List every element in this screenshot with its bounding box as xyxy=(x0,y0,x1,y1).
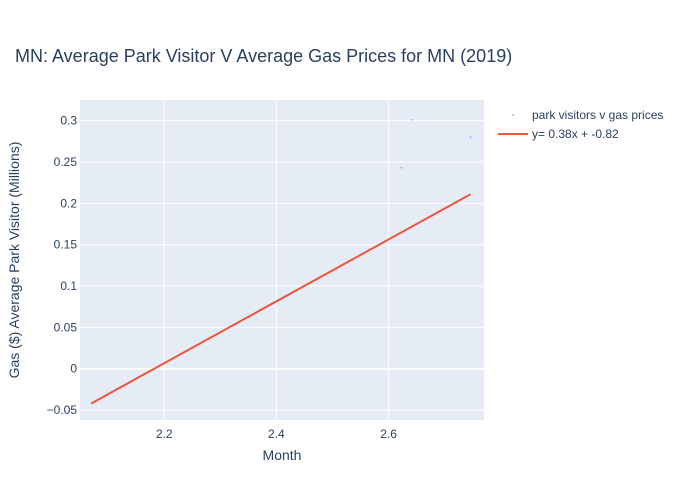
x-tick-label: 2.4 xyxy=(268,427,285,441)
legend-marker-symbol xyxy=(512,114,514,116)
x-tick-label: 2.2 xyxy=(156,427,173,441)
plot-area xyxy=(80,100,484,420)
data-marks xyxy=(90,118,472,405)
x-axis-title: Month xyxy=(263,447,302,463)
tick-labels: 2.2 2.4 2.6 −0.05 0 0.05 0.1 0.15 0.2 0.25 0.3 xyxy=(47,114,398,441)
y-tick-label: 0 xyxy=(70,362,77,376)
y-tick-label: 0.3 xyxy=(60,114,77,128)
legend[interactable]: park visitors v gas prices y= 0.38x + -0… xyxy=(498,108,663,141)
y-tick-label: 0.15 xyxy=(54,238,78,252)
y-axis-title: Gas ($) Average Park Visitor (Millions) xyxy=(6,142,22,379)
y-tick-label: 0.2 xyxy=(60,196,77,210)
x-tick-label: 2.6 xyxy=(380,427,397,441)
gridlines xyxy=(80,100,484,420)
y-tick-label: 0.1 xyxy=(60,279,77,293)
y-tick-label: 0.05 xyxy=(54,320,78,334)
y-tick-label: −0.05 xyxy=(47,403,78,417)
scatter-point xyxy=(410,118,413,121)
scatter-point xyxy=(400,166,403,169)
legend-label[interactable]: park visitors v gas prices xyxy=(532,108,663,122)
chart-title: MN: Average Park Visitor V Average Gas P… xyxy=(15,46,512,66)
fit-line xyxy=(90,193,472,405)
scatter-point xyxy=(469,136,472,139)
legend-label[interactable]: y= 0.38x + -0.82 xyxy=(532,127,619,141)
y-tick-label: 0.25 xyxy=(54,155,78,169)
